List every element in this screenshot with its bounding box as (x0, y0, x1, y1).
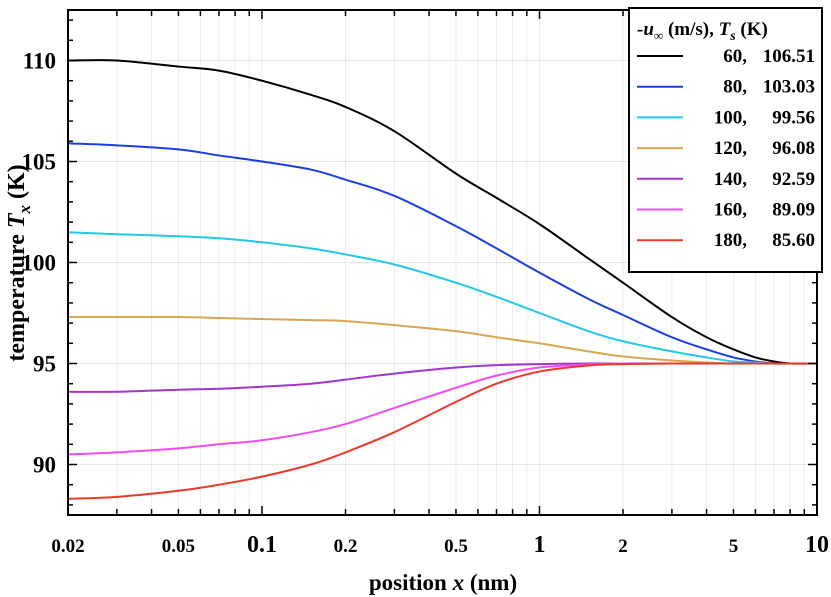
x-tick-label: 2 (618, 536, 628, 557)
legend-label-u: 80, (723, 77, 747, 98)
legend-label-u: 140, (714, 169, 748, 190)
legend-title-middle: (m/s), (663, 19, 718, 40)
legend-label-u: 60, (723, 46, 747, 67)
x-tick-label: 1 (533, 532, 545, 558)
y-tick-label: 105 (22, 150, 57, 175)
series-line-5 (67, 362, 817, 393)
x-axis-title-prefix: position (369, 570, 453, 595)
legend-label-ts: 103.03 (763, 77, 815, 98)
legend-label-ts: 92.59 (772, 169, 815, 190)
x-tick-label: 0.02 (51, 536, 84, 557)
y-tick-label: 110 (23, 49, 56, 74)
y-tick-label: 100 (22, 251, 57, 276)
legend-title-suffix: (K) (736, 19, 768, 40)
x-axis-title: position x (nm) (369, 570, 517, 595)
legend-title-prefix: -u (637, 19, 654, 40)
legend-label-ts: 85.60 (772, 230, 815, 251)
legend-label-ts: 106.51 (763, 46, 815, 67)
series-line-2 (67, 142, 817, 365)
legend-box (628, 7, 823, 273)
x-tick-label: 0.5 (444, 536, 468, 557)
legend-title: -u∞ (m/s), Ts (K) (637, 19, 768, 44)
y-tick-label: 90 (33, 453, 56, 478)
legend-label-ts: 99.56 (772, 107, 815, 128)
legend-label-u: 180, (714, 230, 748, 251)
legend-entries: 60, 106.51 80, 103.03 100, 99.56 120, 96.08 140,… (637, 46, 815, 251)
x-axis-title-var: x (452, 570, 465, 595)
series-line-1 (67, 59, 818, 365)
legend: -u∞ (m/s), Ts (K) 60, 106.51 80, 103.03 100,… (628, 7, 823, 273)
x-tick-label: 5 (729, 536, 739, 557)
x-axis-title-suffix: (nm) (464, 570, 517, 595)
y-axis-title-suffix: (K) (4, 164, 30, 205)
y-axis-title-prefix: temperature (4, 228, 30, 362)
legend-title-var: T (719, 19, 732, 40)
y-axis-title-var: T (4, 212, 30, 228)
legend-label-u: 160, (714, 200, 748, 221)
x-tick-label: 0.2 (334, 536, 358, 557)
y-tick-labels: 90 95 100 105 110 (22, 49, 57, 478)
legend-label-u: 120, (714, 138, 748, 159)
series-line-7 (67, 362, 817, 500)
legend-title-var-sub: s (729, 29, 736, 44)
x-tick-label: 0.1 (247, 532, 277, 558)
legend-label-ts: 89.09 (772, 200, 815, 221)
series-lines (67, 59, 818, 500)
legend-title-sub: ∞ (654, 28, 663, 43)
y-axis-title-sub: x (15, 204, 34, 214)
x-tick-label: 10 (805, 532, 829, 558)
legend-label-ts: 96.08 (772, 138, 815, 159)
x-tick-labels: 0.02 0.05 0.1 0.2 0.5 1 2 5 10 (51, 532, 829, 558)
y-axis-title: temperature Tx (K) (4, 164, 34, 361)
x-tick-label: 0.05 (162, 536, 195, 557)
y-tick-label: 95 (33, 352, 56, 377)
series-line-3 (67, 231, 817, 365)
legend-label-u: 100, (714, 107, 748, 128)
